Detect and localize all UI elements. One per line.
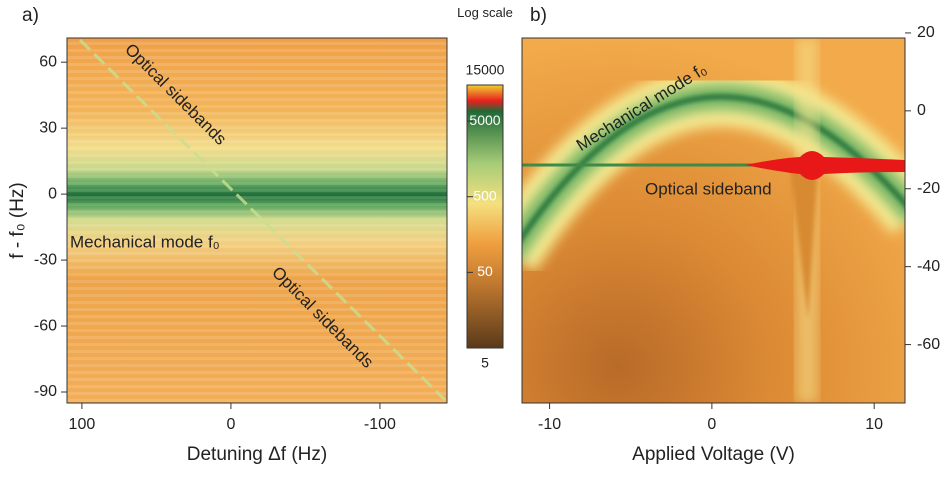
- y-tick-label: 20: [917, 24, 935, 41]
- colorbar-tick-label: 50: [477, 263, 493, 279]
- y-tick-label: -40: [917, 258, 940, 275]
- y-tick-label: -60: [917, 336, 940, 353]
- y-tick-label: -90: [34, 383, 57, 400]
- annotation: Optical sideband: [645, 179, 772, 198]
- y-tick-label: 0: [48, 185, 57, 202]
- x-tick-label: -100: [364, 416, 396, 433]
- heatmap-a: [67, 38, 447, 403]
- heatmap-b: [522, 38, 905, 403]
- colorbar-tick-label: 5: [481, 355, 489, 371]
- colorbar: [466, 84, 504, 349]
- colorbar-title: Log scale: [457, 5, 513, 20]
- x-tick-label: 0: [226, 416, 235, 433]
- x-tick-label: 100: [69, 416, 96, 433]
- annotation: Mechanical mode f₀: [70, 232, 220, 251]
- colorbar-tick-label: 5000: [469, 112, 500, 128]
- y-tick-label: -20: [917, 180, 940, 197]
- y-tick-label: 0: [917, 102, 926, 119]
- x-tick-label: 0: [707, 416, 716, 433]
- x-tick-label: 10: [865, 416, 883, 433]
- colorbar-tick-label: 500: [473, 187, 497, 203]
- y-tick-label: 60: [39, 53, 57, 70]
- y-tick-label: -30: [34, 251, 57, 268]
- y-tick-label: 30: [39, 119, 57, 136]
- panel-label: a): [22, 5, 39, 26]
- y-tick-label: -60: [34, 317, 57, 334]
- y-axis-label: f - f₀ (Hz): [7, 182, 28, 258]
- x-axis-label: Detuning Δf (Hz): [187, 444, 327, 465]
- colorbar-tick-label: 15000: [466, 62, 505, 78]
- panel-label: b): [530, 5, 547, 26]
- x-axis-label: Applied Voltage (V): [632, 444, 795, 465]
- x-tick-label: -10: [538, 416, 561, 433]
